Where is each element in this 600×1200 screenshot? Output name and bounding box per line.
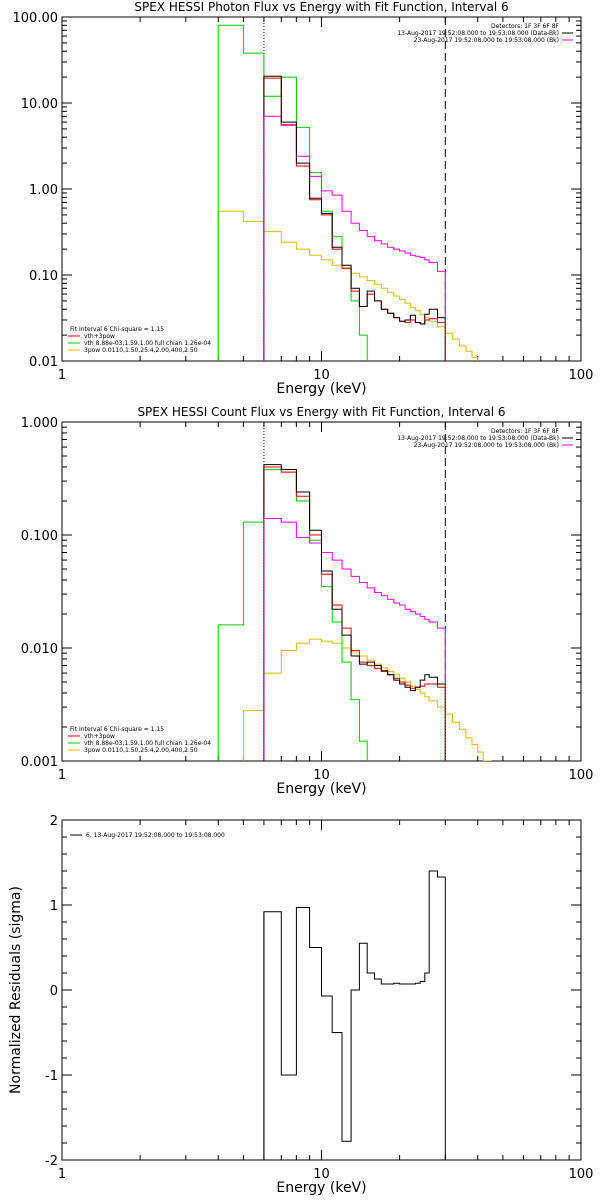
photon-xtick-label: 1 bbox=[58, 368, 66, 383]
residual-ytick-label: 0 bbox=[50, 984, 58, 999]
count-ytick-label: 0.010 bbox=[21, 642, 58, 657]
count-legend-tr-2: 23-Aug-2017 19:52:08.000 to 19:53:08.000… bbox=[414, 442, 559, 449]
residual-series-0 bbox=[263, 870, 446, 1160]
count-ytick-label: 0.100 bbox=[21, 529, 58, 544]
residual-legend-tl-0: 6, 13-Aug-2017 19:52:08.000 to 19:53:08.… bbox=[86, 832, 225, 839]
residual-chart: 1 10 100 Energy (keV) -2 -1 0 1 2 Normalized Resi… bbox=[8, 814, 593, 1196]
photon-title: SPEX HESSI Photon Flux vs Energy with Fi… bbox=[134, 0, 508, 14]
count-legend-bl-2: vth 8.88e-03,1.59,1.00 full chian 1.26e-… bbox=[84, 740, 211, 747]
photon-legend-bl-0: Fit Interval 6 Chi-square = 1.15 bbox=[70, 326, 164, 333]
count-series-1 bbox=[263, 466, 446, 761]
residual-xtick-label: 100 bbox=[569, 1167, 594, 1182]
count-series-2 bbox=[263, 518, 446, 761]
count-axes-frame bbox=[61, 421, 582, 762]
photon-series-4 bbox=[217, 210, 479, 361]
photon-series-2 bbox=[263, 115, 446, 361]
photon-series-0 bbox=[263, 75, 446, 361]
photon-xlabel: Energy (keV) bbox=[276, 381, 366, 397]
count-xtick-label: 1 bbox=[58, 768, 66, 783]
photon-series-3 bbox=[217, 24, 368, 361]
photon-ytick-label: 0.10 bbox=[29, 269, 58, 284]
count-ytick-label: 1.000 bbox=[21, 416, 58, 431]
residual-ytick-label: -2 bbox=[45, 1154, 58, 1169]
photon-xtick-label: 100 bbox=[569, 368, 594, 383]
count-legend-bl-3: 3pow 0.0110,1.50,25.4,2.00,400,2.50 bbox=[84, 747, 198, 754]
photon-ytick-label: 1.00 bbox=[29, 183, 58, 198]
count-legend-bl-1: vth+3pow bbox=[84, 733, 115, 740]
count-series-4 bbox=[242, 638, 492, 761]
photon-chart: 1 10 100 Energy (keV) 0.01 0.10 1.00 10.00 100.0… bbox=[13, 0, 594, 397]
photon-legend-tr-1: 13-Aug-2017 19:52:08.000 to 19:53:08.000… bbox=[397, 30, 559, 37]
photon-legend-tr-0: Detectors: 1F 3F 6F 8F bbox=[491, 23, 560, 30]
residual-ylabel: Normalized Residuals (sigma) bbox=[8, 886, 24, 1094]
count-series-3 bbox=[217, 469, 368, 761]
count-legend-bl-0: Fit Interval 6 Chi-square = 1.15 bbox=[70, 726, 164, 733]
photon-xtick-label: 10 bbox=[313, 368, 330, 383]
photon-legend-bl-1: vth+3pow bbox=[84, 333, 115, 340]
count-xtick-label: 100 bbox=[569, 768, 594, 783]
residual-xlabel: Energy (keV) bbox=[276, 1180, 366, 1196]
count-legend-tr-1: 13-Aug-2017 19:52:08.000 to 19:53:08.000… bbox=[397, 435, 559, 442]
photon-ytick-label: 0.01 bbox=[29, 355, 58, 370]
count-series-0 bbox=[263, 464, 446, 761]
count-legend-tr-0: Detectors: 1F 3F 6F 8F bbox=[491, 428, 560, 435]
photon-legend-bl-2: vth 8.88e-03,1.59,1.00 full chian 1.26e-… bbox=[84, 340, 211, 347]
count-chart: 1 10 100 Energy (keV) 0.001 0.010 0.100 1.000 SP… bbox=[21, 405, 594, 797]
residual-ytick-label: 2 bbox=[50, 814, 58, 829]
photon-ytick-label: 10.00 bbox=[21, 97, 58, 112]
count-ytick-label: 0.001 bbox=[21, 755, 58, 770]
count-title: SPEX HESSI Count Flux vs Energy with Fit… bbox=[137, 405, 505, 419]
residual-ytick-label: 1 bbox=[50, 899, 58, 914]
photon-ytick-label: 100.00 bbox=[13, 11, 59, 26]
residual-xtick-label: 1 bbox=[58, 1167, 66, 1182]
count-xtick-label: 10 bbox=[313, 768, 330, 783]
residual-xtick-label: 10 bbox=[313, 1167, 330, 1182]
photon-legend-bl-3: 3pow 0.0110,1.50,25.4,2.00,400,2.50 bbox=[84, 347, 198, 354]
residual-ytick-label: -1 bbox=[45, 1069, 58, 1084]
count-xlabel: Energy (keV) bbox=[276, 781, 366, 797]
photon-legend-tr-2: 23-Aug-2017 19:52:08.000 to 19:53:08.000… bbox=[414, 37, 559, 44]
